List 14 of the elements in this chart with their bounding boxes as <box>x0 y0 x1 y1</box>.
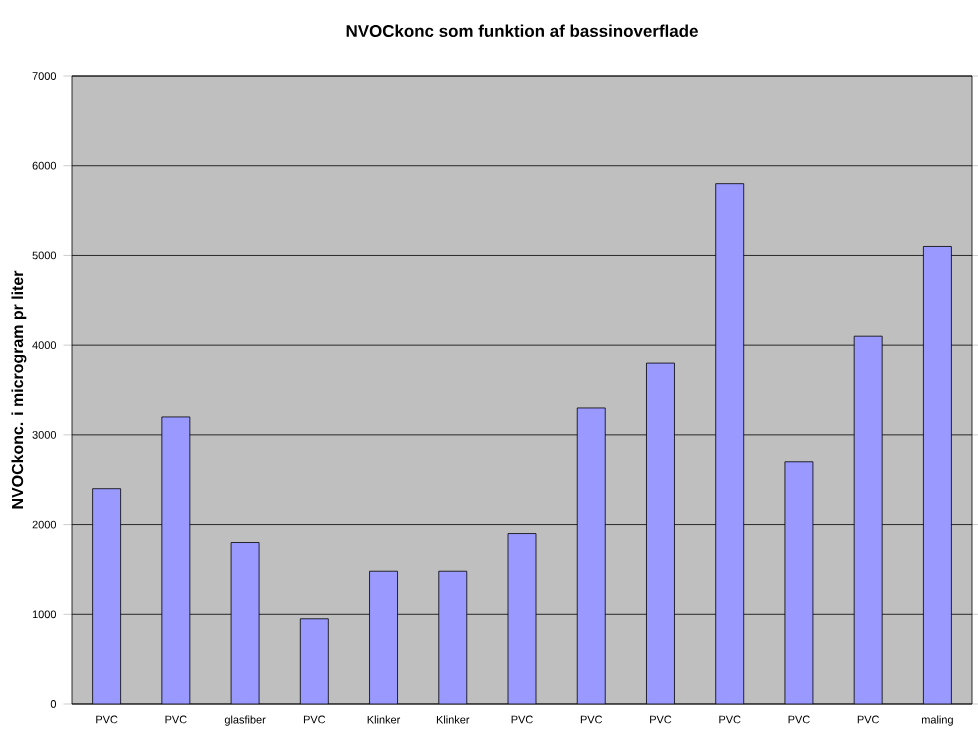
chart-title: NVOCkonc som funktion af bassinoverflade <box>346 24 698 37</box>
bar <box>92 488 122 704</box>
bar <box>853 335 883 704</box>
bar <box>299 618 329 704</box>
bar <box>923 246 952 704</box>
bar <box>646 362 675 704</box>
bar <box>438 570 468 704</box>
bar <box>369 570 398 704</box>
bar <box>784 461 814 704</box>
bar <box>230 542 260 704</box>
bar <box>715 183 745 704</box>
bar <box>576 407 606 704</box>
bar <box>507 533 537 704</box>
bar <box>161 416 191 704</box>
